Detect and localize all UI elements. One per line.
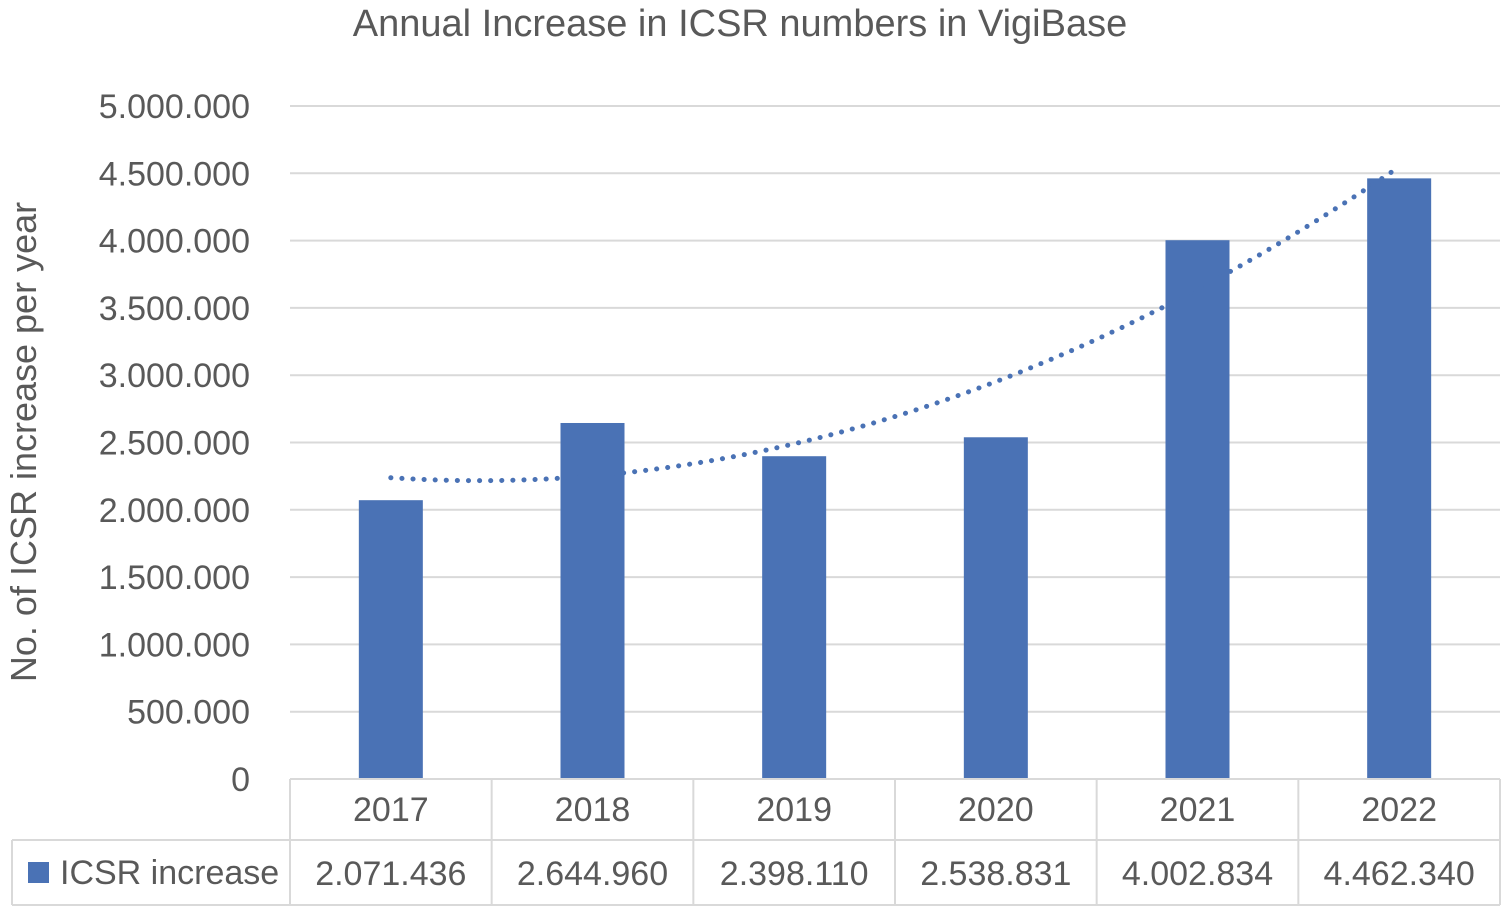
bar bbox=[762, 456, 827, 779]
bar bbox=[560, 422, 625, 779]
y-tick-labels: 0 500.000 1.000.000 1.500.000 2.000.000 2.500… bbox=[99, 88, 250, 799]
data-label: 2.644.960 bbox=[517, 855, 668, 893]
bar bbox=[963, 437, 1028, 779]
y-tick-label: 3.000.000 bbox=[99, 357, 250, 395]
x-tick-label: 2017 bbox=[353, 791, 429, 829]
legend-label: ICSR increase bbox=[60, 854, 279, 892]
x-tick-label: 2020 bbox=[958, 791, 1034, 829]
x-tick-label: 2022 bbox=[1361, 791, 1437, 829]
y-tick-label: 4.000.000 bbox=[99, 223, 250, 261]
bar bbox=[358, 500, 423, 779]
bar bbox=[1367, 178, 1432, 780]
y-tick-label: 5.000.000 bbox=[99, 88, 250, 126]
x-tick-label: 2021 bbox=[1160, 791, 1236, 829]
legend-swatch bbox=[28, 862, 49, 883]
data-label: 4.462.340 bbox=[1324, 855, 1475, 893]
y-tick-label: 500.000 bbox=[127, 694, 250, 732]
y-tick-label: 4.500.000 bbox=[99, 155, 250, 193]
y-tick-label: 1.000.000 bbox=[99, 626, 250, 664]
gridlines bbox=[290, 105, 1500, 713]
y-axis-label: No. of ICSR increase per year bbox=[3, 202, 44, 682]
y-tick-label: 2.500.000 bbox=[99, 425, 250, 463]
y-tick-label: 2.000.000 bbox=[99, 492, 250, 530]
x-tick-label: 2019 bbox=[756, 791, 832, 829]
bars bbox=[358, 178, 1432, 780]
y-tick-label: 1.500.000 bbox=[99, 559, 250, 597]
data-label: 2.398.110 bbox=[720, 855, 869, 893]
data-label: 4.002.834 bbox=[1122, 855, 1273, 893]
chart-title: Annual Increase in ICSR numbers in VigiB… bbox=[353, 3, 1128, 45]
y-tick-label: 3.500.000 bbox=[99, 290, 250, 328]
data-label: 2.538.831 bbox=[920, 855, 1071, 893]
trendline bbox=[388, 164, 1402, 484]
data-table: 2017 2.071.436 2018 2.644.960 2019 2.398.110 2… bbox=[11, 778, 1501, 906]
trendline-path bbox=[388, 164, 1402, 484]
bar bbox=[1165, 240, 1230, 780]
y-tick-label: 0 bbox=[231, 761, 250, 799]
x-tick-label: 2018 bbox=[555, 791, 631, 829]
data-label: 2.071.436 bbox=[315, 855, 466, 893]
